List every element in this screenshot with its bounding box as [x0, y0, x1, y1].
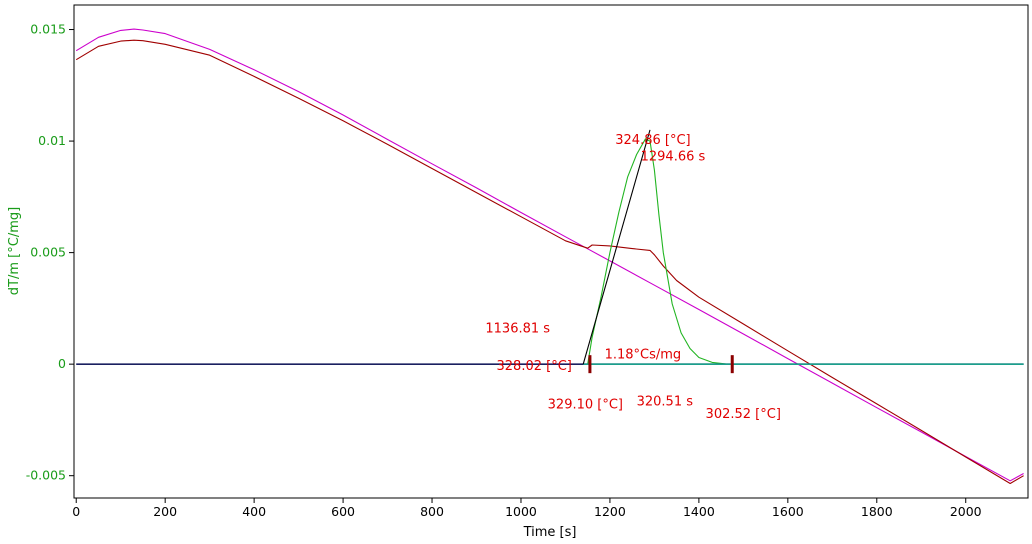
x-tick-label: 800	[420, 504, 444, 519]
x-tick-label: 1400	[683, 504, 715, 519]
y-tick-label: 0	[58, 356, 66, 371]
x-tick-label: 400	[242, 504, 266, 519]
ticks-layer: 0 200 400 600 800 1000 1200 1400 1600 1800 2000 0.0…	[26, 22, 982, 519]
x-axis-title: Time [s]	[523, 525, 577, 540]
x-tick-label: 600	[331, 504, 355, 519]
annotation-label: 320.51 s	[637, 394, 694, 409]
series-line-2	[75, 39, 1024, 485]
x-tick-label: 1000	[505, 504, 537, 519]
y-tick-label: 0.01	[38, 133, 66, 148]
curves-layer	[75, 28, 1024, 485]
series-line-3	[583, 138, 735, 365]
y-tick-label: 0.015	[30, 22, 66, 37]
y-axis-title: dT/m [°C/mg]	[7, 207, 22, 295]
y-tick-label: -0.005	[26, 468, 66, 483]
annotation-label: 324.86 [°C]	[615, 133, 690, 148]
annotation-label: 302.52 [°C]	[706, 407, 781, 422]
x-tick-label: 200	[153, 504, 177, 519]
annotation-label: 1294.66 s	[641, 150, 706, 165]
x-tick-label: 1600	[772, 504, 804, 519]
annotations-layer: 324.86 [°C] 1294.66 s 1136.81 s 1.18°Cs/mg 3…	[485, 133, 780, 422]
x-tick-label: 0	[72, 504, 80, 519]
series-line-6	[582, 129, 651, 365]
annotation-label: 328.02 [°C]	[497, 359, 572, 374]
x-tick-label: 1800	[861, 504, 893, 519]
x-tick-label: 1200	[594, 504, 626, 519]
markers-layer	[588, 355, 734, 374]
annotation-label: 1.18°Cs/mg	[605, 348, 682, 363]
x-tick-label: 2000	[950, 504, 982, 519]
plot-frame	[73, 4, 1029, 499]
series-line-1	[75, 28, 1024, 482]
y-tick-label: 0.005	[30, 245, 66, 260]
annotation-label: 329.10 [°C]	[548, 397, 623, 412]
annotation-label: 1136.81 s	[485, 321, 550, 336]
